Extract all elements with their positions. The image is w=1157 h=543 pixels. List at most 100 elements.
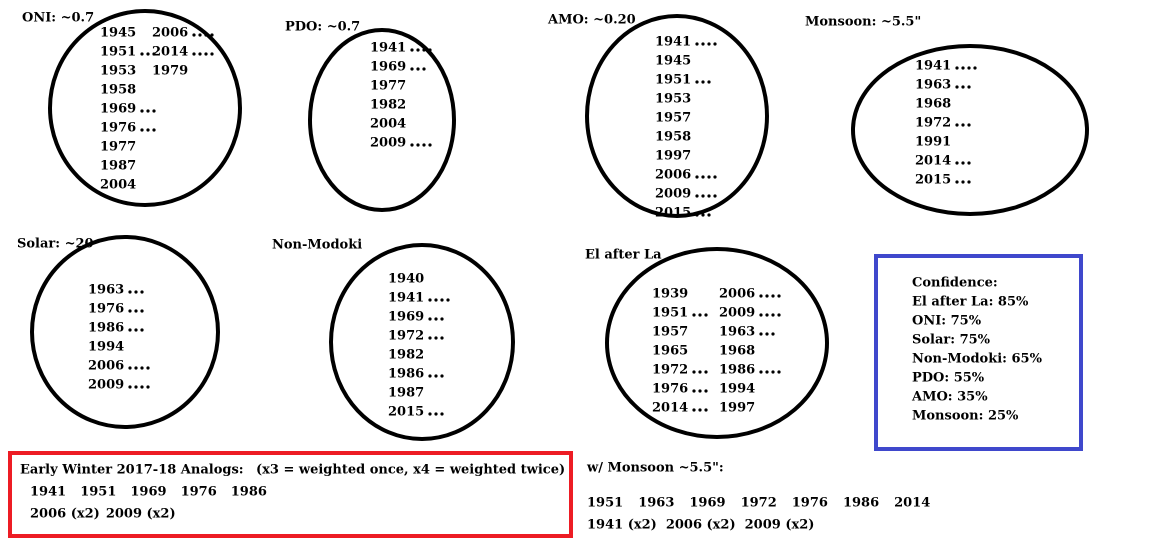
dot [961, 180, 965, 184]
dot [707, 194, 711, 198]
dot [698, 389, 702, 393]
monsoon-analog-year: 2009 (x2) [745, 518, 815, 533]
dot [707, 80, 711, 84]
year: 1939 [652, 287, 688, 302]
dot [428, 317, 432, 321]
dot [973, 66, 977, 70]
year: 1986 [719, 363, 755, 378]
dot [771, 294, 775, 298]
dot [140, 52, 144, 56]
dot [128, 366, 132, 370]
analog-year: 1941 [30, 485, 66, 500]
dot [440, 412, 444, 416]
year: 1977 [370, 79, 406, 94]
year: 2015 [388, 405, 424, 420]
year: 2004 [100, 178, 136, 193]
year: 1958 [100, 83, 136, 98]
dot [967, 123, 971, 127]
dot [440, 336, 444, 340]
dot [771, 370, 775, 374]
analog-year: 2009 (x2) [106, 507, 176, 522]
dot [128, 309, 132, 313]
year: 2006 [655, 168, 691, 183]
year: 1940 [388, 272, 424, 287]
confidence-box [874, 254, 1083, 451]
year: 2009 [88, 378, 124, 393]
dot [967, 180, 971, 184]
year: 1968 [915, 97, 951, 112]
dot [146, 385, 150, 389]
year: 2009 [370, 136, 406, 151]
dot [410, 67, 414, 71]
dot [410, 143, 414, 147]
year: 2009 [655, 187, 691, 202]
year: 1969 [370, 60, 406, 75]
year: 2004 [370, 117, 406, 132]
analog-year: 1969 [130, 485, 166, 500]
dot [961, 161, 965, 165]
dot [416, 48, 420, 52]
dot [128, 385, 132, 389]
dot [146, 366, 150, 370]
circle [851, 44, 1089, 216]
year: 1976 [652, 382, 688, 397]
dot [765, 294, 769, 298]
dot [698, 408, 702, 412]
circle [48, 9, 242, 207]
dot [192, 33, 196, 37]
year: 1941 [915, 59, 951, 74]
monsoon-analog-year: 1969 [689, 496, 725, 511]
dot [695, 42, 699, 46]
year: 1953 [655, 92, 691, 107]
confidence-item: Solar: 75% [912, 333, 991, 348]
dot [434, 317, 438, 321]
dot [961, 85, 965, 89]
confidence-item: Non-Modoki: 65% [912, 352, 1043, 367]
dot [428, 336, 432, 340]
year: 1982 [370, 98, 406, 113]
dot [955, 66, 959, 70]
circle [30, 235, 220, 429]
dot [204, 52, 208, 56]
year: 2015 [915, 173, 951, 188]
year: 1945 [655, 54, 691, 69]
year: 1958 [655, 130, 691, 145]
dot [698, 313, 702, 317]
dot [695, 194, 699, 198]
circle [585, 14, 769, 218]
panel-title: AMO: ~0.20 [547, 13, 636, 28]
dot [428, 374, 432, 378]
dot [765, 370, 769, 374]
dot [428, 298, 432, 302]
dot [701, 175, 705, 179]
panel-title: Non-Modoki [272, 238, 362, 253]
year: 1963 [719, 325, 755, 340]
year: 2009 [719, 306, 755, 321]
monsoon-analog-year: 1976 [792, 496, 828, 511]
year: 1963 [88, 283, 124, 298]
dot [146, 128, 150, 132]
monsoon-analog-year: 2006 (x2) [666, 518, 736, 533]
year: 1979 [152, 64, 188, 79]
panel-title: Solar: ~20 [17, 237, 94, 252]
dot [777, 313, 781, 317]
dot [434, 298, 438, 302]
year: 1941 [388, 291, 424, 306]
dot [701, 42, 705, 46]
dot [707, 175, 711, 179]
dot [416, 67, 420, 71]
dot [695, 175, 699, 179]
analogs-title: Early Winter 2017-18 Analogs: [20, 463, 244, 478]
dot [434, 412, 438, 416]
dot [692, 313, 696, 317]
dot [713, 175, 717, 179]
dot [422, 48, 426, 52]
dot [771, 332, 775, 336]
year: 2014 [152, 45, 188, 60]
dot [707, 42, 711, 46]
dot [140, 366, 144, 370]
dot [422, 67, 426, 71]
year: 1969 [388, 310, 424, 325]
dot [428, 48, 432, 52]
year: 1997 [719, 401, 755, 416]
